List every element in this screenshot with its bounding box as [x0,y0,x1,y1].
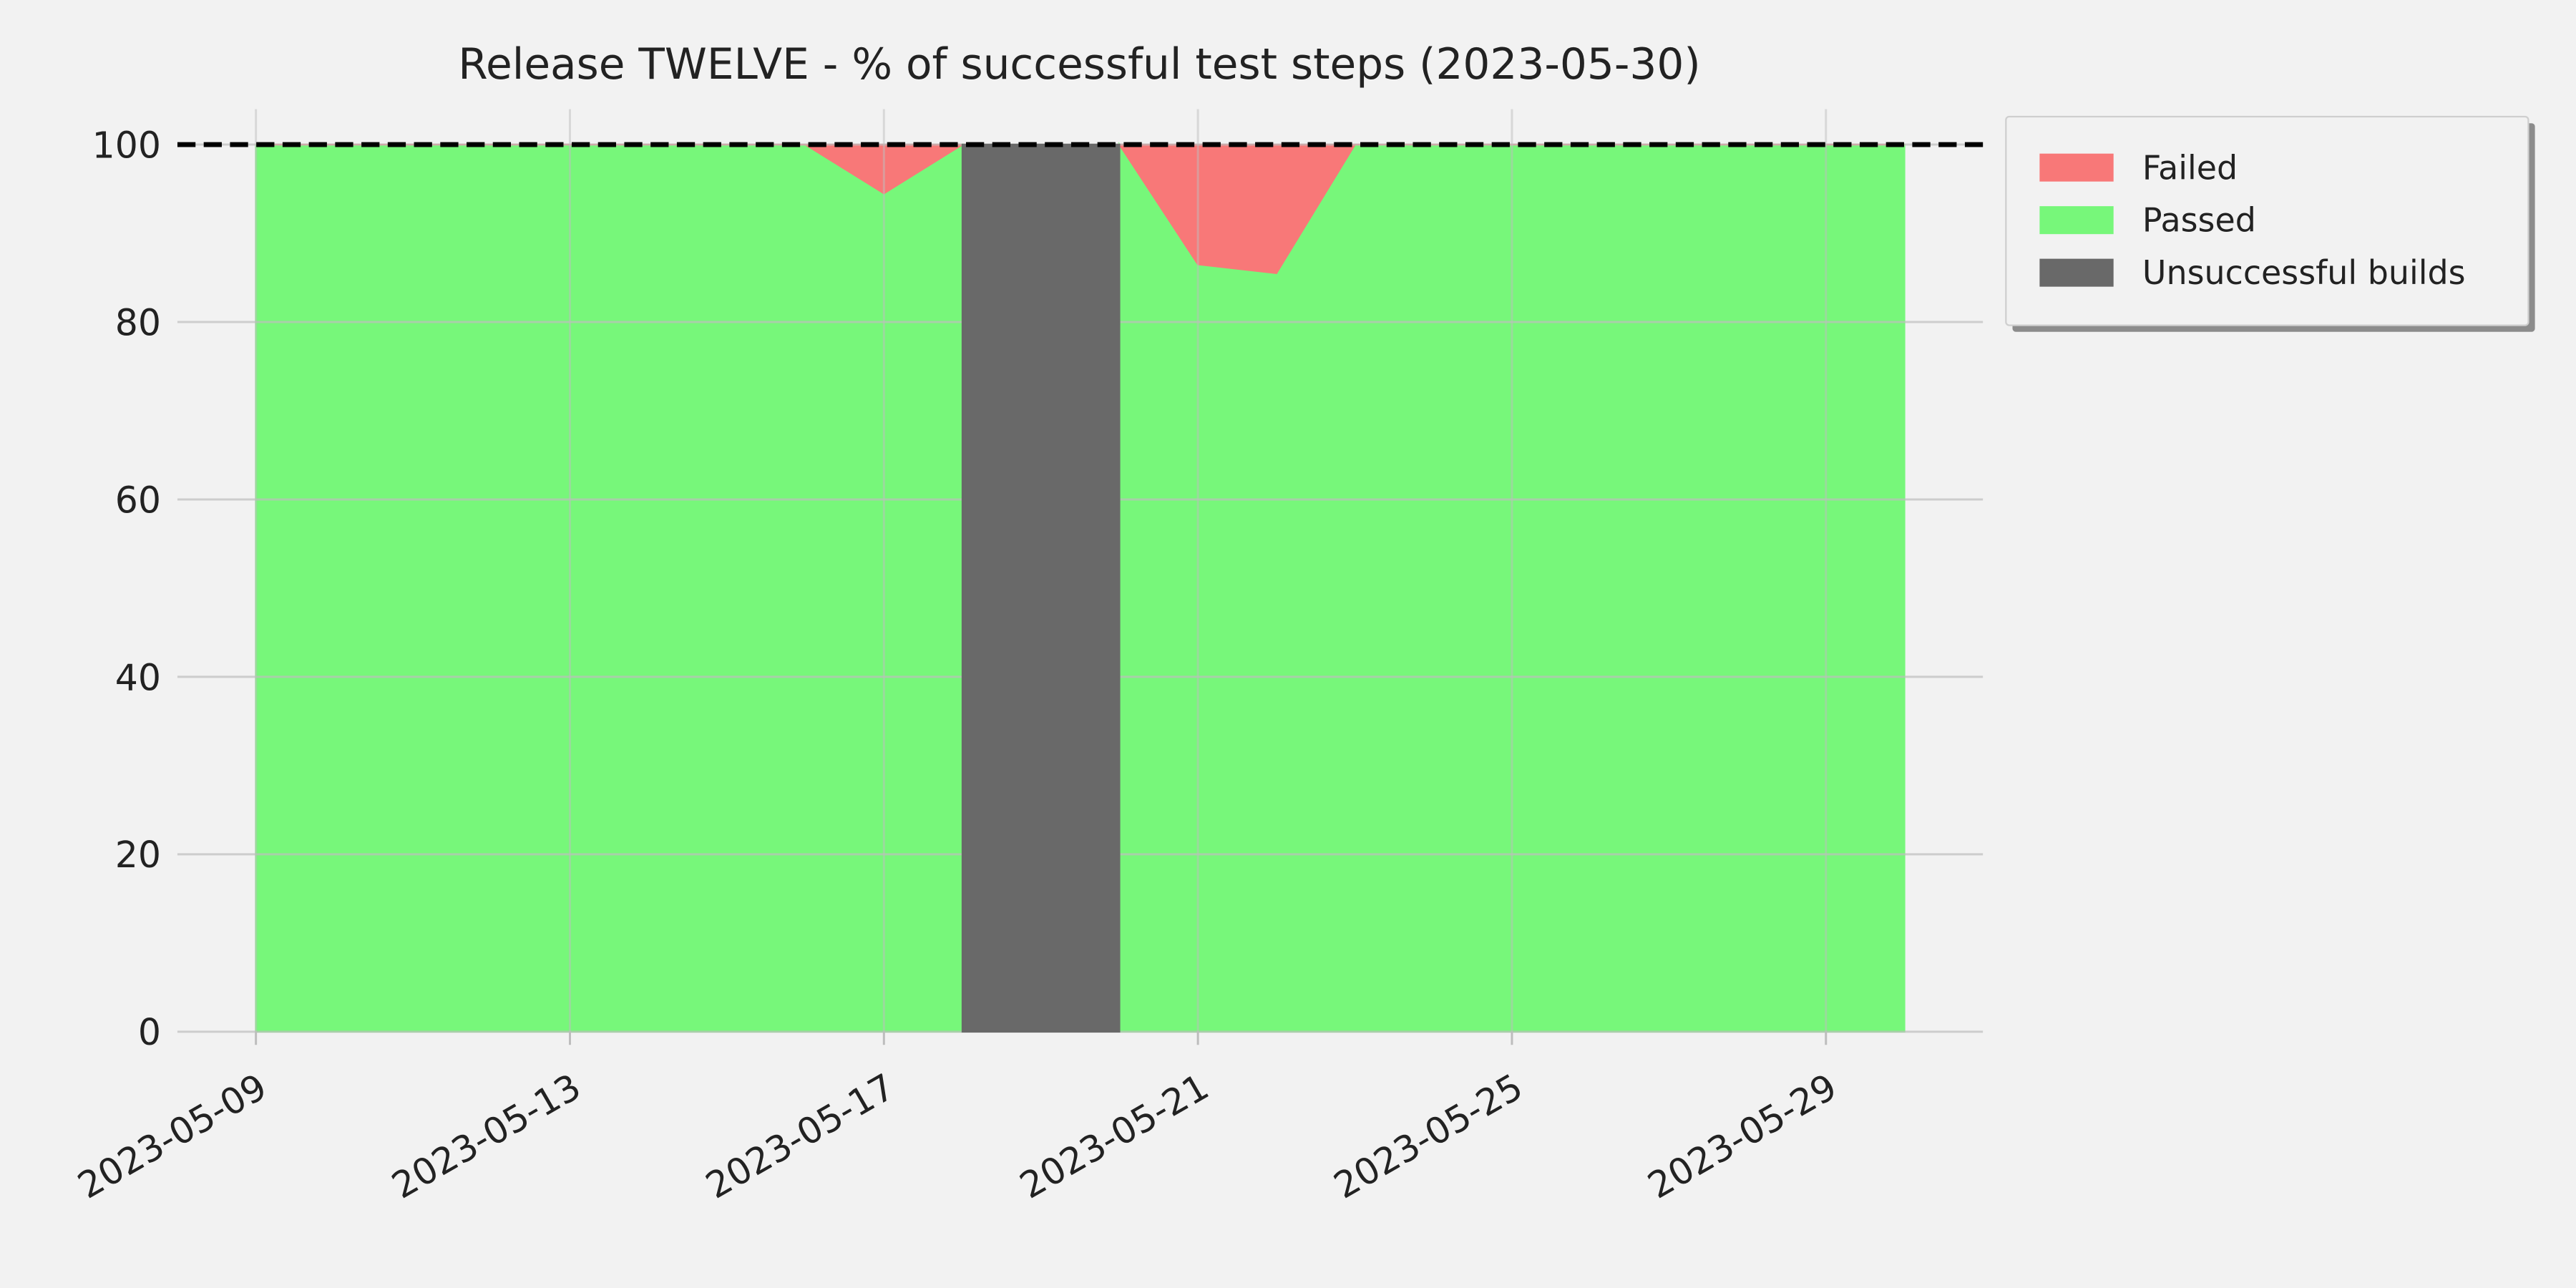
legend-label: Failed [2142,148,2238,187]
y-tick-label: 40 [115,656,161,698]
plot-overlay [177,142,1984,1033]
legend-swatch [2039,153,2114,182]
chart-title: Release TWELVE - % of successful test st… [458,40,1700,89]
y-tick-label: 100 [92,124,161,166]
legend-swatch [2039,206,2114,235]
legend-swatch [2039,258,2114,287]
legend-label: Passed [2142,201,2256,240]
area [961,143,1121,1033]
y-tick-label: 0 [138,1011,161,1053]
y-tick-label: 20 [115,834,161,876]
legend-label: Unsuccessful builds [2142,253,2466,292]
y-tick-label: 60 [115,479,161,521]
y-tick-label: 80 [115,301,161,343]
legend-box [2005,115,2529,326]
legend: Failed Passed Unsuccessful builds [2005,115,2535,332]
